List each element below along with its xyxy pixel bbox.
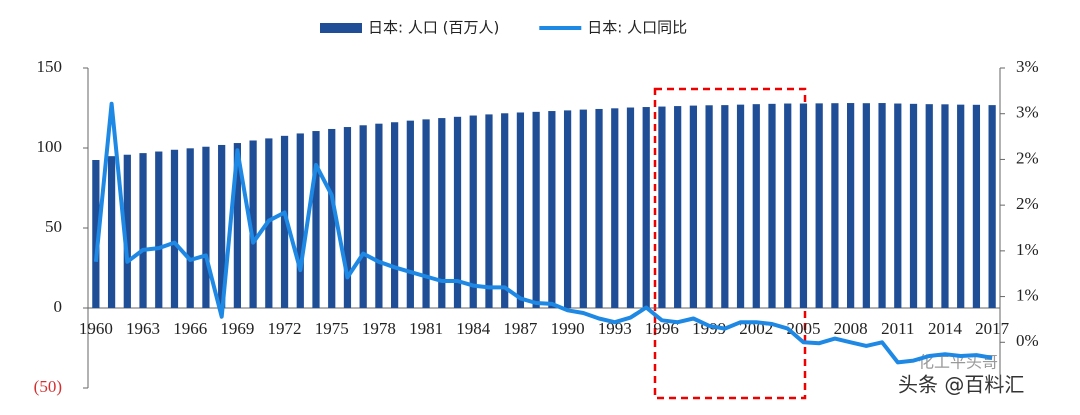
x-tick-label: 2011 — [881, 319, 914, 338]
legend-label: 日本: 人口 (百万人) — [368, 19, 499, 37]
y2-tick-label: 0% — [1016, 331, 1039, 350]
bar — [611, 108, 619, 308]
bar — [563, 110, 572, 309]
bar — [438, 118, 446, 308]
bar — [972, 104, 981, 308]
bar — [501, 113, 509, 308]
bar — [894, 103, 902, 309]
bar — [878, 103, 886, 308]
bar — [422, 119, 430, 308]
bar — [155, 151, 163, 308]
y-tick-label: (50) — [34, 377, 62, 396]
bar — [689, 105, 697, 308]
bar — [752, 104, 760, 308]
bar — [312, 131, 320, 308]
bar — [674, 106, 682, 308]
bar — [233, 143, 241, 308]
bar — [595, 108, 603, 309]
bar — [626, 107, 635, 309]
x-tick-label: 1987 — [503, 319, 538, 338]
x-tick-label: 1960 — [79, 319, 113, 338]
bar — [249, 140, 257, 308]
legend-swatch — [320, 23, 362, 33]
bar — [107, 156, 116, 308]
x-tick-label: 1969 — [220, 319, 254, 338]
legend-label: 日本: 人口同比 — [587, 19, 687, 37]
y-tick-label: 100 — [37, 137, 63, 156]
x-tick-label: 1996 — [645, 319, 679, 338]
bar — [815, 103, 823, 308]
bar — [516, 112, 525, 308]
x-tick-label: 1990 — [551, 319, 585, 338]
bar — [784, 103, 792, 309]
bar — [705, 105, 713, 308]
bar — [391, 122, 399, 309]
y2-tick-label: 2% — [1016, 194, 1039, 213]
bar — [799, 103, 808, 309]
x-tick-label: 1975 — [315, 319, 349, 338]
bar — [658, 106, 666, 308]
bar — [406, 120, 414, 308]
y2-tick-label: 1% — [1016, 285, 1039, 304]
x-tick-label: 1963 — [126, 319, 160, 338]
bar — [328, 128, 336, 308]
x-tick-label: 1993 — [598, 319, 632, 338]
x-tick-label: 2008 — [834, 319, 868, 338]
x-tick-label: 1966 — [173, 319, 207, 338]
y-tick-label: 0 — [54, 297, 63, 316]
line — [93, 101, 993, 365]
x-tick-label: 2014 — [928, 319, 963, 338]
bar — [139, 153, 147, 308]
bar — [280, 135, 289, 308]
x-tick-label: 2017 — [975, 319, 1010, 338]
bar — [218, 144, 226, 308]
bar — [847, 103, 855, 308]
bar — [831, 103, 839, 308]
y2-tick-label: 2% — [1016, 148, 1039, 167]
y2-tick-label: 3% — [1016, 103, 1039, 122]
bar — [579, 109, 587, 308]
bar — [202, 146, 210, 308]
bar — [532, 111, 540, 308]
x-tick-label: 1981 — [409, 319, 443, 338]
bar — [957, 104, 965, 308]
x-tick-label: 1978 — [362, 319, 396, 338]
bar — [941, 104, 949, 308]
bar — [359, 125, 367, 308]
y-tick-label: 50 — [45, 217, 62, 236]
x-tick-label: 2005 — [786, 319, 820, 338]
bar — [375, 123, 383, 309]
bar — [862, 103, 870, 308]
y-tick-label: 150 — [37, 57, 63, 76]
x-tick-label: 1972 — [268, 319, 302, 338]
x-tick-label: 1984 — [456, 319, 491, 338]
bar — [296, 133, 304, 308]
bar — [925, 104, 933, 308]
bar — [485, 114, 493, 309]
bar — [343, 127, 352, 308]
y2-tick-label: 1% — [1016, 240, 1039, 259]
bar — [721, 105, 729, 309]
bar — [186, 148, 194, 308]
bar — [768, 103, 776, 308]
bar — [548, 111, 556, 308]
bar — [92, 160, 100, 308]
bar — [453, 116, 462, 308]
bar — [123, 154, 131, 308]
y2-tick-label: 3% — [1016, 57, 1039, 76]
bar — [909, 103, 918, 308]
bar — [469, 115, 477, 309]
watermark-platform: 头条 @百料汇 — [898, 373, 1024, 397]
bar — [988, 105, 996, 309]
bar — [170, 149, 179, 308]
bar — [736, 104, 745, 308]
bar — [642, 107, 650, 308]
